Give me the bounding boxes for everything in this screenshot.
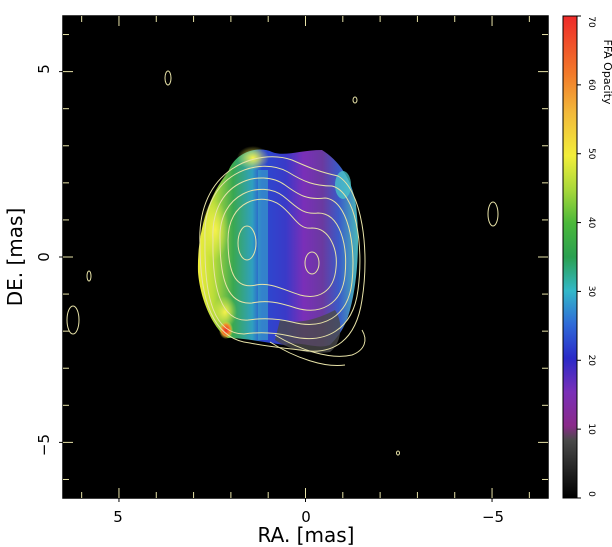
cyan-region-right xyxy=(335,171,351,199)
x-axis-label: RA. [mas] xyxy=(258,523,355,547)
colorbar-tick-label: 10 xyxy=(586,423,596,435)
colorbar-tick-labels: 0 10 20 30 40 50 60 70 xyxy=(586,16,596,497)
cyan-stripe xyxy=(258,170,268,340)
x-tick-label-neg5: −5 xyxy=(482,508,504,526)
colorbar-tick-label: 40 xyxy=(586,217,596,229)
colorbar-tick-label: 70 xyxy=(586,16,596,28)
yellow-region-top xyxy=(237,146,269,170)
isolated-contours xyxy=(66,70,499,456)
yellow-region-left xyxy=(201,200,229,260)
y-axis-label: DE. [mas] xyxy=(3,208,27,307)
colorbar-label: FFA Opacity xyxy=(601,40,612,105)
intensity-contours xyxy=(199,156,366,367)
colorbar-tick-label: 0 xyxy=(586,491,596,497)
colorbar-tick-label: 30 xyxy=(586,286,596,298)
y-tick-label-5: 5 xyxy=(35,64,53,74)
emission-shadow xyxy=(275,310,341,353)
axis-outer-ticks xyxy=(59,71,493,502)
colorbar-ticks xyxy=(577,15,581,499)
x-tick-label-5: 5 xyxy=(113,508,123,526)
colorbar-tick-label: 60 xyxy=(586,79,596,91)
colorbar-tick-label: 20 xyxy=(586,355,596,367)
x-tick-label-0: 0 xyxy=(301,508,311,526)
colorbar-tick-label: 50 xyxy=(586,148,596,160)
y-tick-label-neg5: −5 xyxy=(35,434,53,456)
axis-ticks xyxy=(63,16,548,498)
y-tick-label-0: 0 xyxy=(35,252,53,262)
colorbar xyxy=(562,15,578,499)
